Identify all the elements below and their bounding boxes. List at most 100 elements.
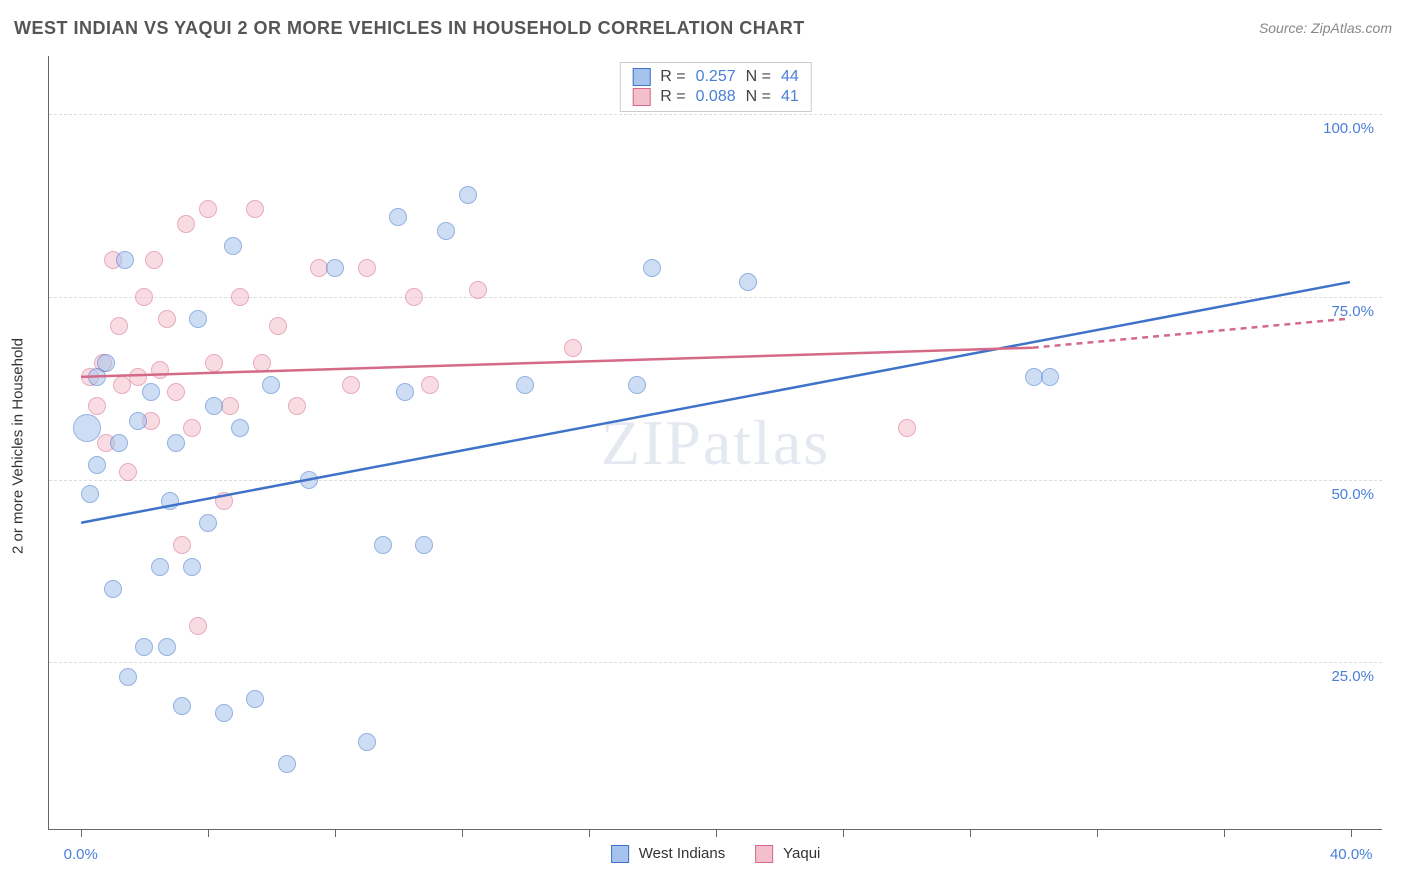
n-value-yaqui: 41: [781, 88, 799, 106]
data-point: [135, 638, 153, 656]
x-tick: [1224, 829, 1225, 837]
data-point: [189, 310, 207, 328]
data-point: [231, 419, 249, 437]
data-point: [246, 690, 264, 708]
legend-row-yaqui: R = 0.088 N = 41: [632, 87, 799, 107]
data-point: [898, 419, 916, 437]
data-point: [224, 237, 242, 255]
data-point: [221, 397, 239, 415]
y-axis-label: 2 or more Vehicles in Household: [10, 338, 27, 554]
data-point: [215, 492, 233, 510]
y-tick-label: 25.0%: [1331, 668, 1374, 685]
data-point: [374, 536, 392, 554]
data-point: [231, 288, 249, 306]
data-point: [142, 383, 160, 401]
y-tick-label: 50.0%: [1331, 486, 1374, 503]
n-value-west-indians: 44: [781, 68, 799, 86]
data-point: [199, 200, 217, 218]
chart-title: WEST INDIAN VS YAQUI 2 OR MORE VEHICLES …: [14, 18, 805, 39]
data-point: [415, 536, 433, 554]
data-point: [189, 617, 207, 635]
data-point: [396, 383, 414, 401]
x-tick: [1351, 829, 1352, 837]
data-point: [1041, 368, 1059, 386]
data-point: [628, 376, 646, 394]
data-point: [97, 354, 115, 372]
x-tick: [1097, 829, 1098, 837]
data-point: [564, 339, 582, 357]
data-point: [205, 354, 223, 372]
data-point: [643, 259, 661, 277]
data-point: [437, 222, 455, 240]
data-point: [253, 354, 271, 372]
x-tick: [716, 829, 717, 837]
data-point: [158, 310, 176, 328]
data-point: [300, 471, 318, 489]
data-point: [215, 704, 233, 722]
x-tick: [208, 829, 209, 837]
data-point: [421, 376, 439, 394]
data-point: [116, 251, 134, 269]
x-tick: [970, 829, 971, 837]
x-tick: [589, 829, 590, 837]
trend-lines-layer: [49, 56, 1382, 829]
data-point: [151, 361, 169, 379]
x-tick: [81, 829, 82, 837]
x-tick-label: 0.0%: [64, 846, 98, 863]
legend-row-west-indians: R = 0.257 N = 44: [632, 67, 799, 87]
data-point: [145, 251, 163, 269]
swatch-yaqui: [755, 845, 773, 863]
plot-area: ZIPatlas R = 0.257 N = 44 R = 0.088 N = …: [48, 56, 1382, 830]
swatch-west-indians: [611, 845, 629, 863]
correlation-chart: WEST INDIAN VS YAQUI 2 OR MORE VEHICLES …: [0, 0, 1406, 892]
data-point: [104, 580, 122, 598]
data-point: [173, 536, 191, 554]
data-point: [110, 434, 128, 452]
data-point: [158, 638, 176, 656]
data-point: [358, 733, 376, 751]
data-point: [119, 668, 137, 686]
r-value-yaqui: 0.088: [696, 88, 736, 106]
data-point: [88, 456, 106, 474]
r-label: R =: [660, 68, 685, 86]
data-point: [469, 281, 487, 299]
gridline: [49, 114, 1382, 115]
gridline: [49, 480, 1382, 481]
data-point: [288, 397, 306, 415]
y-tick-label: 75.0%: [1331, 303, 1374, 320]
source-attribution: Source: ZipAtlas.com: [1259, 20, 1392, 36]
y-tick-label: 100.0%: [1323, 120, 1374, 137]
data-point: [205, 397, 223, 415]
data-point: [129, 412, 147, 430]
data-point: [167, 434, 185, 452]
r-label: R =: [660, 88, 685, 106]
x-tick: [462, 829, 463, 837]
data-point: [73, 414, 101, 442]
series-legend: West Indians Yaqui: [611, 845, 821, 863]
legend-label: West Indians: [639, 845, 725, 862]
data-point: [262, 376, 280, 394]
correlation-legend: R = 0.257 N = 44 R = 0.088 N = 41: [619, 62, 812, 112]
data-point: [405, 288, 423, 306]
data-point: [119, 463, 137, 481]
data-point: [167, 383, 185, 401]
n-label: N =: [746, 68, 771, 86]
data-point: [459, 186, 477, 204]
data-point: [81, 485, 99, 503]
x-tick: [843, 829, 844, 837]
data-point: [129, 368, 147, 386]
data-point: [278, 755, 296, 773]
trend-line: [81, 348, 1033, 377]
data-point: [199, 514, 217, 532]
swatch-yaqui: [632, 88, 650, 106]
r-value-west-indians: 0.257: [696, 68, 736, 86]
data-point: [177, 215, 195, 233]
n-label: N =: [746, 88, 771, 106]
data-point: [161, 492, 179, 510]
data-point: [326, 259, 344, 277]
data-point: [110, 317, 128, 335]
gridline: [49, 662, 1382, 663]
watermark: ZIPatlas: [601, 406, 830, 480]
data-point: [739, 273, 757, 291]
swatch-west-indians: [632, 68, 650, 86]
